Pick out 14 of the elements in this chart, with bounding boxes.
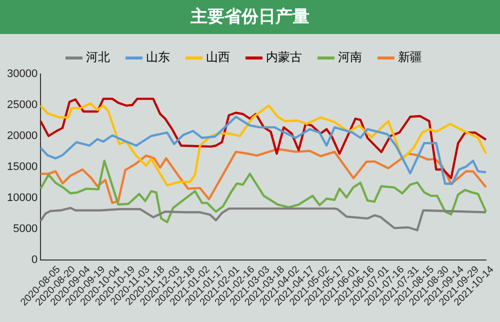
y-tick-label: 0 (31, 254, 38, 266)
y-tick-label: 30000 (6, 68, 38, 80)
legend-label: 河南 (338, 50, 362, 64)
y-tick-label: 5000 (13, 223, 38, 236)
y-tick-label: 15000 (6, 161, 38, 174)
legend-label: 新疆 (398, 50, 422, 64)
legend-label: 河北 (86, 50, 110, 64)
legend-label: 山东 (146, 50, 170, 64)
legend-label: 山西 (206, 50, 230, 64)
chart-title: 主要省份日产量 (0, 0, 500, 34)
y-tick-label: 20000 (6, 130, 38, 142)
y-tick-label: 10000 (6, 192, 38, 204)
legend-label: 内蒙古 (266, 50, 302, 64)
y-tick-label: 25000 (6, 99, 38, 112)
